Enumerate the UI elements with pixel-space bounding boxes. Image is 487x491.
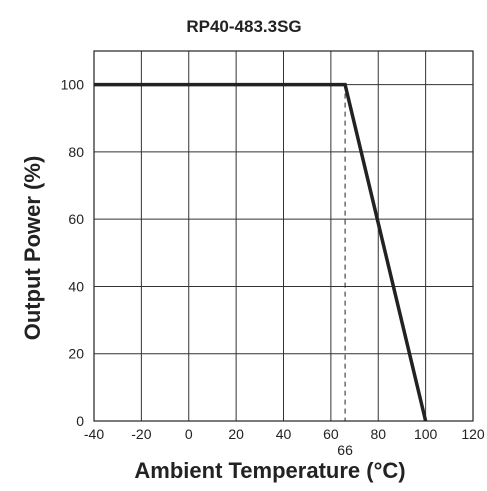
x-tick-label-0: -40 (84, 426, 104, 442)
x-tick-label-6: 80 (370, 426, 386, 442)
plot-frame (93, 50, 474, 422)
reference-line-group: 66 (337, 84, 353, 458)
x-tick-label-3: 20 (228, 426, 244, 442)
y-tick-label-0: 0 (76, 413, 84, 429)
y-tick-label-5: 100 (61, 77, 85, 93)
x-tick-label-7: 100 (414, 426, 438, 442)
series-line-0 (94, 82, 428, 422)
x-tick-labels: -40 -20 0 20 40 60 80 100 120 (84, 426, 485, 442)
x-tick-label-5: 60 (323, 426, 339, 442)
y-axis-label: Output Power (%) (20, 156, 45, 341)
x-tick-label-2: 0 (185, 426, 193, 442)
y-tick-label-3: 60 (68, 211, 84, 227)
y-tick-labels: 0 20 40 60 80 100 (61, 77, 85, 429)
x-tick-label-8: 120 (461, 426, 485, 442)
y-tick-label-4: 80 (68, 144, 84, 160)
x-tick-label-4: 40 (276, 426, 292, 442)
y-tick-label-2: 40 (68, 278, 84, 294)
grid-lines (93, 51, 474, 422)
chart-title: RP40-483.3SG (186, 17, 301, 36)
reference-line-label-0: 66 (337, 442, 353, 458)
series-group (93, 82, 428, 422)
x-axis-label: Ambient Temperature (°C) (134, 458, 405, 483)
x-tick-label-1: -20 (131, 426, 151, 442)
y-tick-label-1: 20 (68, 346, 84, 362)
